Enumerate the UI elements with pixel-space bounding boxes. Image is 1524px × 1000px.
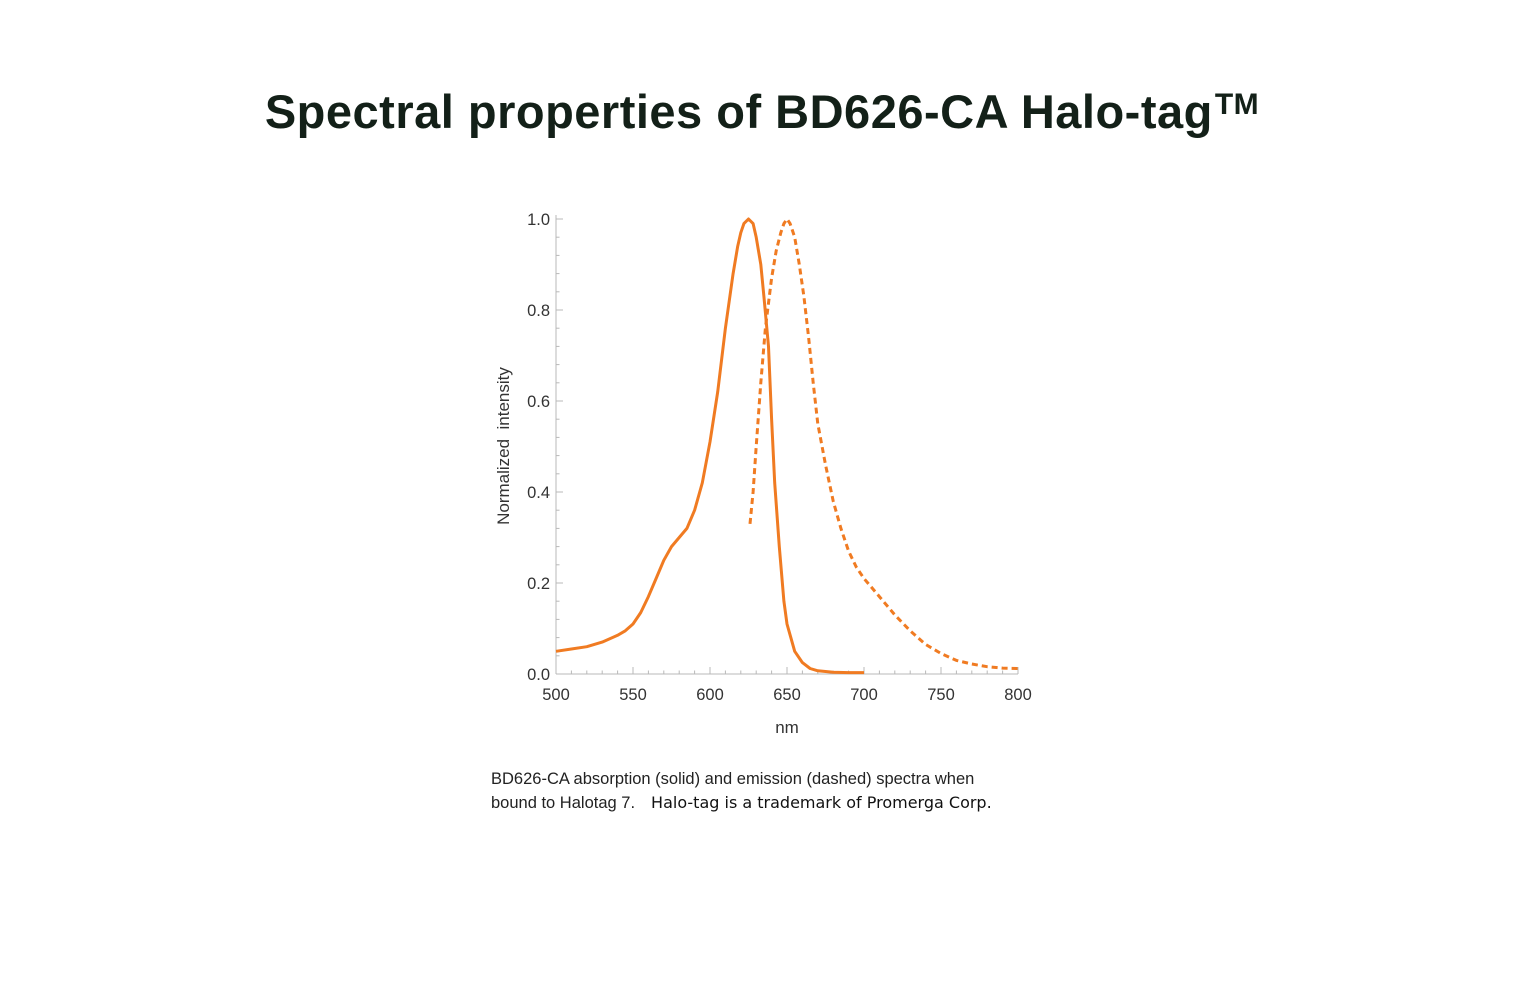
trademark-note: Halo-tag is a trademark of Promerga Corp… [651,793,992,812]
absorption-solid-line [555,217,864,675]
trademark-symbol: TM [1214,88,1260,121]
y-tick-label: 0.0 [527,666,550,684]
y-axis-label: Normalized intensity [494,367,513,525]
caption-line-1: BD626-CA absorption (solid) and emission… [491,770,975,788]
emission-dashed-line [748,217,1019,670]
y-tick-label: 0.2 [527,575,550,593]
title-text: Spectral properties of BD626-CA Halo-tag [264,85,1213,138]
chart-series [555,217,1019,675]
y-tick-label: 0.6 [527,393,550,411]
x-tick-label: 600 [696,686,724,704]
x-tick-label: 700 [850,686,878,704]
caption-line-2: bound to Halotag 7. Halo-tag is a tradema… [491,791,1091,815]
page-title: Spectral properties of BD626-CA Halo-tag… [0,84,1524,139]
caption-line-2-text: bound to Halotag 7. [491,794,636,812]
x-tick-label: 750 [927,686,955,704]
chart-ticks: 0.0 0.2 0.4 0.6 0.8 1.0 500 550 600 650 700 750 800 [527,211,1032,704]
chart-axes [555,215,1018,675]
x-tick-label: 500 [542,686,570,704]
x-axis-label: nm [775,718,799,737]
figure-caption: BD626-CA absorption (solid) and emission… [491,767,1091,815]
y-tick-label: 0.4 [527,484,550,502]
y-tick-label: 0.8 [527,302,550,320]
x-tick-label: 650 [773,686,801,704]
y-tick-label: 1.0 [527,211,550,229]
x-tick-label: 800 [1004,686,1032,704]
x-tick-label: 550 [619,686,647,704]
